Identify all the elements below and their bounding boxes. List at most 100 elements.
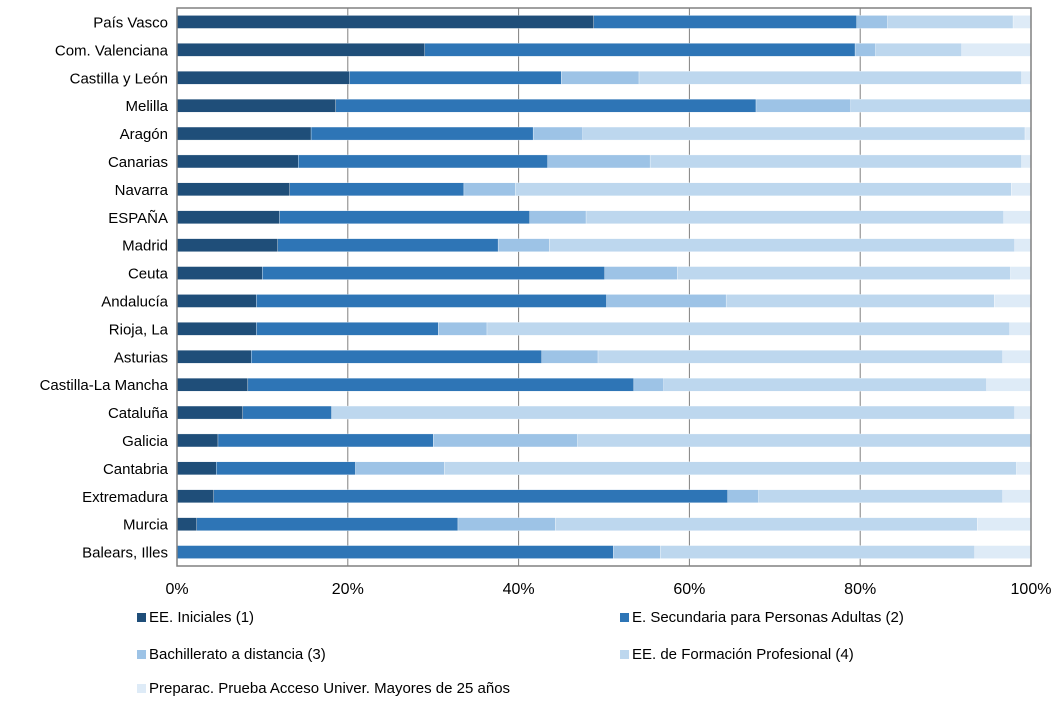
bar-segment xyxy=(355,461,445,476)
bar-segment xyxy=(444,461,1017,476)
bar-segment xyxy=(176,433,219,448)
bar-segment xyxy=(604,266,678,280)
bar-segment xyxy=(277,238,499,252)
bar-segment xyxy=(176,377,249,392)
category-label: Cataluña xyxy=(108,405,169,422)
bar-segment xyxy=(593,15,857,29)
bar-segment xyxy=(176,266,263,280)
bar-segment xyxy=(497,238,550,252)
bar-segment xyxy=(242,405,332,420)
category-labels: País Vasco Com. Valenciana Castilla y León… xyxy=(40,14,169,561)
bar-segment xyxy=(256,322,439,336)
bar-segment xyxy=(1011,182,1032,197)
category-label: Extremadura xyxy=(82,489,169,506)
category-label: Murcia xyxy=(123,517,169,534)
x-tick-label: 60% xyxy=(673,581,705,598)
bar-segment xyxy=(856,15,888,29)
bar-segment xyxy=(217,433,434,448)
bar-segment xyxy=(176,15,594,29)
bar-segment xyxy=(463,182,516,197)
gridlines xyxy=(347,8,861,566)
bar-segment xyxy=(256,294,607,308)
bar-segment xyxy=(176,154,299,169)
bar-segment xyxy=(649,154,1022,169)
category-label: Rioja, La xyxy=(109,321,169,338)
bar-segment xyxy=(977,517,1032,531)
category-label: Andalucía xyxy=(101,293,168,310)
bar-segment xyxy=(606,294,727,308)
bar-segment xyxy=(176,405,243,420)
plot-area-frame xyxy=(176,7,1032,567)
bar-segment xyxy=(213,489,728,503)
bar-series xyxy=(176,15,1032,559)
category-label: Balears, Illes xyxy=(82,545,168,562)
bar-segment xyxy=(279,210,530,224)
bar-segment xyxy=(515,182,1012,197)
category-label: Castilla y León xyxy=(70,70,168,87)
bar-segment xyxy=(577,433,1032,448)
category-label: Canarias xyxy=(108,154,168,171)
bar-segment xyxy=(216,461,356,476)
bar-segment xyxy=(349,71,562,85)
bar-segment xyxy=(331,405,1015,420)
bar-segment xyxy=(1003,210,1032,224)
bar-segment xyxy=(438,322,488,336)
bar-segment xyxy=(176,545,614,559)
bar-segment xyxy=(549,238,1015,252)
bar-segment xyxy=(555,517,978,531)
bar-segment xyxy=(176,126,312,141)
bar-segment xyxy=(850,99,1032,113)
bar-segment xyxy=(176,182,290,197)
bar-segment xyxy=(310,126,534,141)
bar-segment xyxy=(633,377,664,392)
bar-segment xyxy=(289,182,465,197)
bar-segment xyxy=(887,15,1014,29)
bar-segment xyxy=(176,517,197,531)
bar-segment xyxy=(529,210,587,224)
category-label: Navarra xyxy=(115,182,169,199)
bar-segment xyxy=(1024,126,1032,141)
bar-segment xyxy=(677,266,1011,280)
category-label: Com. Valenciana xyxy=(55,42,169,59)
bar-segment xyxy=(176,43,425,57)
category-label: Asturias xyxy=(114,349,168,366)
bar-segment xyxy=(758,489,1003,503)
bar-segment xyxy=(176,322,257,336)
bar-segment xyxy=(597,350,1003,364)
bar-segment xyxy=(986,377,1032,392)
bar-segment xyxy=(1002,350,1032,364)
bar-segment xyxy=(547,154,651,169)
bar-segment xyxy=(335,99,757,113)
bar-segment xyxy=(1010,266,1032,280)
bar-segment xyxy=(176,350,252,364)
bar-segment xyxy=(663,377,987,392)
x-tick-label: 80% xyxy=(844,581,876,598)
bar-segment xyxy=(262,266,606,280)
category-label: Galicia xyxy=(122,433,169,450)
bar-segment xyxy=(585,210,1004,224)
bar-segment xyxy=(486,322,1010,336)
bar-segment xyxy=(854,43,876,57)
category-label: País Vasco xyxy=(93,14,168,31)
bar-segment xyxy=(1012,15,1032,29)
bar-segment xyxy=(660,545,975,559)
bar-segment xyxy=(1021,71,1032,85)
bar-segment xyxy=(1016,461,1032,476)
bar-segment xyxy=(532,126,583,141)
bar-segment xyxy=(176,294,257,308)
bar-segment xyxy=(176,238,278,252)
bar-segment xyxy=(875,43,962,57)
category-label: Madrid xyxy=(122,238,168,255)
bar-segment xyxy=(196,517,459,531)
bar-segment xyxy=(176,461,217,476)
x-tick-label: 0% xyxy=(165,581,188,598)
bar-segment xyxy=(1002,489,1032,503)
bar-segment xyxy=(727,489,759,503)
bar-segment xyxy=(176,489,214,503)
category-label: Melilla xyxy=(125,98,168,115)
category-label: ESPAÑA xyxy=(108,210,168,227)
bar-segment xyxy=(1009,322,1032,336)
x-tick-label: 100% xyxy=(1011,581,1052,598)
category-label: Aragón xyxy=(120,126,168,143)
bar-segment xyxy=(582,126,1026,141)
